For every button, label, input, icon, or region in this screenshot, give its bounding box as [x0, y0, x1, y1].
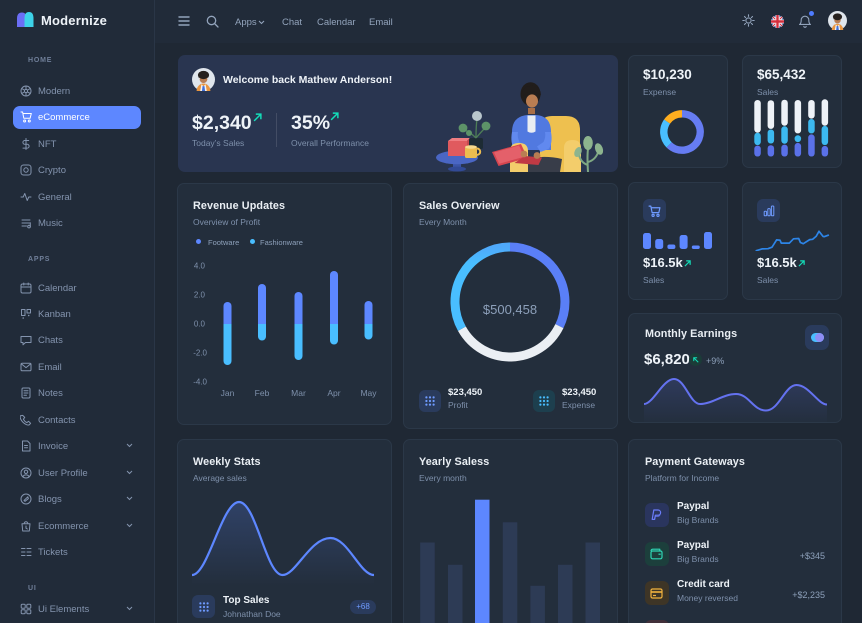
svg-text:Feb: Feb: [255, 388, 270, 398]
svg-text:2.0: 2.0: [194, 291, 206, 300]
svg-text:$500,458: $500,458: [483, 302, 537, 317]
svg-text:-2.0: -2.0: [193, 349, 207, 358]
svg-text:-4.0: -4.0: [193, 378, 207, 387]
svg-text:Apr: Apr: [327, 388, 340, 398]
svg-text:Mar: Mar: [291, 388, 306, 398]
svg-text:May: May: [360, 388, 377, 398]
svg-text:Jan: Jan: [221, 388, 235, 398]
svg-text:0.0: 0.0: [194, 320, 206, 329]
svg-text:4.0: 4.0: [194, 262, 206, 271]
